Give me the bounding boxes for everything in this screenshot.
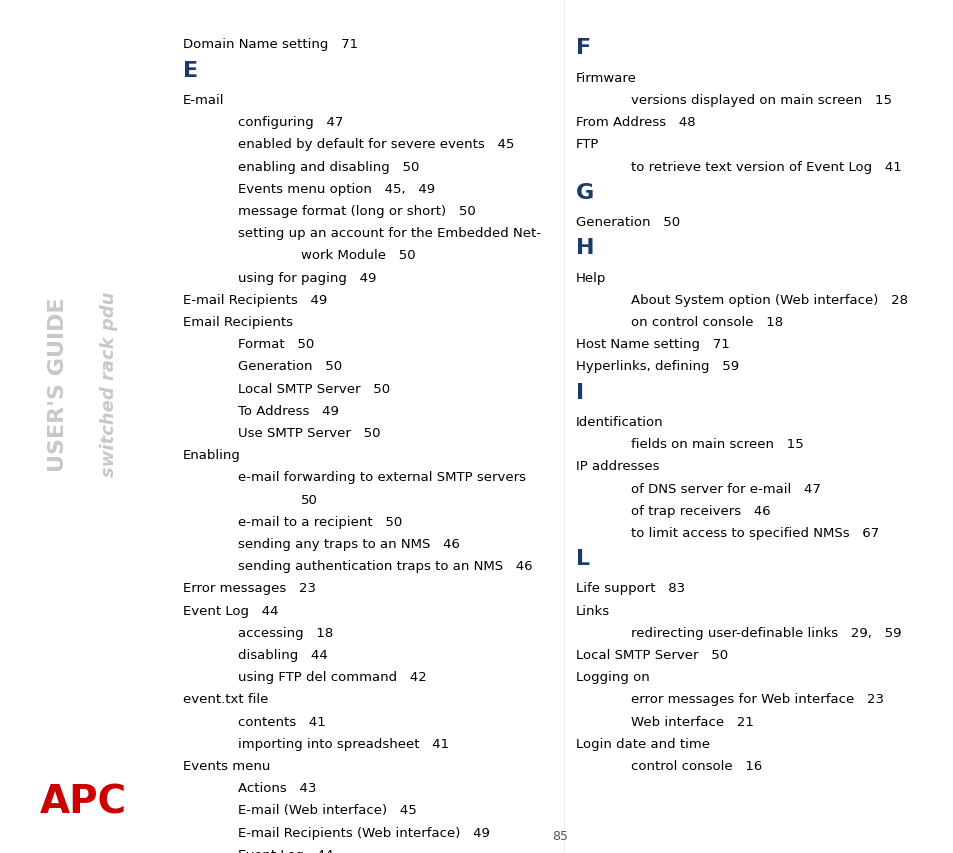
Text: Generation   50: Generation 50 (576, 216, 679, 229)
Text: Events menu: Events menu (182, 759, 270, 772)
Text: APC: APC (40, 783, 127, 821)
Text: Domain Name setting   71: Domain Name setting 71 (182, 38, 357, 51)
Text: Generation   50: Generation 50 (237, 360, 341, 373)
Text: fields on main screen   15: fields on main screen 15 (631, 438, 803, 450)
Text: Hyperlinks, defining   59: Hyperlinks, defining 59 (576, 360, 739, 373)
Text: enabled by default for severe events   45: enabled by default for severe events 45 (237, 138, 514, 151)
Text: Format   50: Format 50 (237, 338, 314, 351)
Text: of trap receivers   46: of trap receivers 46 (631, 504, 770, 517)
Text: Use SMTP Server   50: Use SMTP Server 50 (237, 426, 380, 439)
Text: sending authentication traps to an NMS   46: sending authentication traps to an NMS 4… (237, 560, 532, 572)
Text: Event Log   44: Event Log 44 (182, 604, 278, 617)
Text: Local SMTP Server   50: Local SMTP Server 50 (237, 382, 390, 395)
Text: To Address   49: To Address 49 (237, 404, 338, 417)
Text: 50: 50 (300, 493, 317, 506)
Text: message format (long or short)   50: message format (long or short) 50 (237, 205, 475, 218)
Text: Local SMTP Server   50: Local SMTP Server 50 (576, 648, 727, 661)
Text: Host Name setting   71: Host Name setting 71 (576, 338, 729, 351)
Text: sending any traps to an NMS   46: sending any traps to an NMS 46 (237, 537, 459, 550)
Text: Links: Links (576, 604, 610, 617)
Text: error messages for Web interface   23: error messages for Web interface 23 (631, 693, 883, 705)
Text: Help: Help (576, 271, 606, 284)
Text: redirecting user-definable links   29,   59: redirecting user-definable links 29, 59 (631, 626, 901, 639)
Text: using for paging   49: using for paging 49 (237, 271, 375, 284)
Text: setting up an account for the Embedded Net-: setting up an account for the Embedded N… (237, 227, 540, 240)
Text: Identification: Identification (576, 415, 663, 428)
Text: E-mail: E-mail (182, 94, 224, 107)
Text: Actions   43: Actions 43 (237, 781, 315, 794)
Text: Enabling: Enabling (182, 449, 240, 461)
Text: G: G (576, 183, 594, 202)
Text: From Address   48: From Address 48 (576, 116, 695, 129)
Text: contents   41: contents 41 (237, 715, 325, 728)
Text: F: F (576, 38, 591, 58)
Text: E-mail (Web interface)   45: E-mail (Web interface) 45 (237, 804, 416, 816)
Text: using FTP del command   42: using FTP del command 42 (237, 670, 426, 683)
Text: L: L (576, 548, 590, 568)
Text: Events menu option   45,   49: Events menu option 45, 49 (237, 183, 435, 195)
Text: Firmware: Firmware (576, 72, 637, 84)
Text: importing into spreadsheet   41: importing into spreadsheet 41 (237, 737, 449, 750)
Text: USER'S GUIDE: USER'S GUIDE (49, 297, 69, 471)
Text: About System option (Web interface)   28: About System option (Web interface) 28 (631, 293, 907, 306)
Text: disabling   44: disabling 44 (237, 648, 327, 661)
Text: I: I (576, 382, 584, 402)
Text: event.txt file: event.txt file (182, 693, 268, 705)
Text: Life support   83: Life support 83 (576, 582, 684, 595)
Text: on control console   18: on control console 18 (631, 316, 782, 328)
Text: control console   16: control console 16 (631, 759, 761, 772)
Text: FTP: FTP (576, 138, 599, 151)
Text: IP addresses: IP addresses (576, 460, 659, 473)
Text: 85: 85 (552, 829, 568, 843)
Text: configuring   47: configuring 47 (237, 116, 343, 129)
Text: e-mail forwarding to external SMTP servers: e-mail forwarding to external SMTP serve… (237, 471, 525, 484)
Text: E: E (182, 61, 197, 80)
Text: Email Recipients: Email Recipients (182, 316, 293, 328)
Text: Error messages   23: Error messages 23 (182, 582, 315, 595)
Text: E-mail Recipients   49: E-mail Recipients 49 (182, 293, 327, 306)
Text: e-mail to a recipient   50: e-mail to a recipient 50 (237, 515, 401, 528)
Text: enabling and disabling   50: enabling and disabling 50 (237, 160, 418, 173)
Text: work Module   50: work Module 50 (300, 249, 415, 262)
Text: switched rack pdu: switched rack pdu (99, 291, 117, 477)
Text: Event Log   44: Event Log 44 (237, 848, 333, 853)
Text: Web interface   21: Web interface 21 (631, 715, 754, 728)
Text: versions displayed on main screen   15: versions displayed on main screen 15 (631, 94, 891, 107)
Text: Logging on: Logging on (576, 670, 649, 683)
Text: of DNS server for e-mail   47: of DNS server for e-mail 47 (631, 482, 821, 495)
Text: Login date and time: Login date and time (576, 737, 709, 750)
Text: to limit access to specified NMSs   67: to limit access to specified NMSs 67 (631, 526, 879, 539)
Text: to retrieve text version of Event Log   41: to retrieve text version of Event Log 41 (631, 160, 902, 173)
Text: H: H (576, 238, 594, 258)
Text: E-mail Recipients (Web interface)   49: E-mail Recipients (Web interface) 49 (237, 826, 489, 838)
Text: accessing   18: accessing 18 (237, 626, 333, 639)
